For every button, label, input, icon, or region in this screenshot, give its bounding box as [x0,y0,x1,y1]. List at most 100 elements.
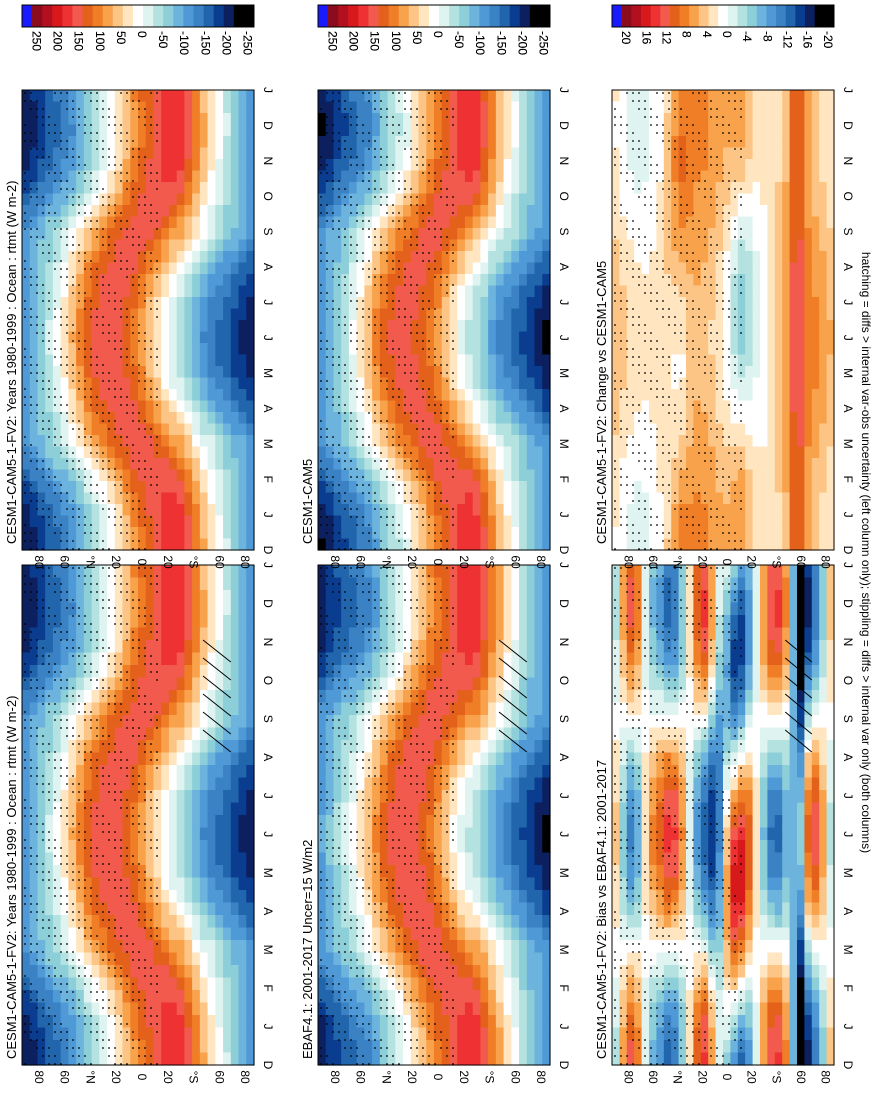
stipple-dots [320,567,454,1065]
stipple-dots [24,567,158,1065]
colorbar-tick-label: -50 [452,31,466,49]
lat-tick-label: °N [83,1070,97,1083]
month-tick-label: J [261,335,275,341]
lat-tick-label: 0 [431,1074,445,1081]
month-tick-label: A [261,263,275,271]
colorbar-tick-label: 250 [30,31,44,51]
plot-frame [611,89,835,551]
lat-tick-label: 0 [720,1074,734,1081]
colorbar-tick-label: -8 [760,31,774,42]
stipple-dots [614,567,742,1065]
figure-caption: hatching = diffs > internal var-obs unce… [859,251,873,854]
panel-title: CESM1-CAM5-1-FV2: Bias vs EBAF4.1: 2001-… [594,760,609,1059]
colorbar-tick-label: -250 [241,31,255,55]
lat-tick-label: 20 [457,555,471,569]
colorbar-tick-label: 200 [347,31,361,51]
colorbar-tick-label: 100 [389,31,403,51]
panel-p5: 80 60 °N 20 0 20 °S 60 80DJFMAMJJASONDJCESM1-CAM… [594,4,855,1084]
month-tick-label: D [261,599,275,608]
colorbar-tick-label: -150 [198,31,212,55]
month-tick-label: D [557,121,571,130]
month-tick-label: F [557,476,571,483]
lat-tick-label: 60 [212,1070,226,1084]
colorbar-tick-label: 8 [680,31,694,38]
month-tick-label: F [261,984,275,991]
lat-tick-label: 60 [646,555,660,569]
colorbar-tick-label: -16 [801,31,815,49]
colorbar: 250 200 150 100 50 0 -50 -100 -150 -200 -250 [317,4,551,55]
colorbar-tick-label: 100 [93,31,107,51]
lat-tick-label: °S [187,556,201,569]
month-tick-label: O [557,192,571,201]
colorbar-tick-label: 50 [114,31,128,45]
colorbar-tick-label: 200 [51,31,65,51]
colorbar-tick-label: -8 [760,31,774,42]
colorbar-frame [21,4,255,28]
month-tick-label: A [841,404,855,412]
month-tick-label: D [261,546,275,555]
lat-tick-label: 60 [646,1070,660,1084]
panel-title: CESM1-CAM5-1-FV2: Years 1980-1999 : Ocea… [4,181,19,544]
month-tick-label: S [841,715,855,723]
colorbar-tick-label: 4 [700,31,714,38]
colorbar-tick-label: 0 [135,31,149,38]
month-tick-label: D [557,1061,571,1070]
month-tick-label: J [261,512,275,518]
colorbar-tick-label: 16 [639,31,653,45]
stipple-dots [614,92,742,550]
panel-p4: 80 60 °N 20 0 20 °S 60 80DJFMAMJJASONDJCESM1-CAM… [300,4,571,569]
lat-tick-label: °N [379,555,393,568]
colorbar-tick-label: 12 [660,31,674,45]
heatmap-cells [612,565,835,1066]
lat-tick-label: 80 [819,1070,833,1084]
lat-tick-label: 60 [212,555,226,569]
month-tick-label: S [557,715,571,723]
month-tick-label: F [261,476,275,483]
month-tick-label: D [841,599,855,608]
colorbar-tick-label: 16 [639,31,653,45]
colorbar-tick-label: 20 [619,31,633,45]
colorbar-tick-label: -50 [156,31,170,49]
month-tick-label: D [261,121,275,130]
month-tick-label: F [841,476,855,483]
lat-tick-label: 80 [819,555,833,569]
plot-frame [611,564,835,1066]
month-tick-label: D [261,1061,275,1070]
panel-title: CESM1-CAM5 [300,459,315,544]
colorbar-tick-label: 250 [326,31,340,51]
heatmap-cells [318,90,551,551]
month-tick-label: M [841,945,855,955]
lat-tick-label: 60 [508,1070,522,1084]
month-tick-label: M [261,945,275,955]
colorbar-tick-label: -250 [537,31,551,55]
colorbar-tick-label: -100 [473,31,487,55]
lat-tick-label: 0 [720,559,734,566]
hatch-lines [202,639,232,753]
colorbar-tick-label: 50 [114,31,128,45]
lat-tick-label: 80 [238,1070,252,1084]
month-tick-label: S [557,227,571,235]
month-tick-label: N [841,156,855,165]
colorbar-tick-label: -150 [494,31,508,55]
colorbar-tick-label: 250 [326,31,340,51]
month-tick-label: J [841,299,855,305]
colorbar-tick-label: 150 [72,31,86,51]
month-tick-label: J [557,831,571,837]
colorbar-tick-label: 12 [660,31,674,45]
lat-tick-label: 20 [695,1070,709,1084]
month-tick-label: A [261,907,275,915]
month-tick-label: J [841,87,855,93]
colorbar-tick-label: 4 [700,31,714,38]
colorbar-tick-label: -20 [821,31,835,49]
lat-tick-label: °S [187,1071,201,1084]
lat-tick-label: °N [671,555,685,568]
month-tick-label: J [557,335,571,341]
colorbar-tick-label: 150 [368,31,382,51]
month-tick-label: J [557,562,571,568]
heatmap-cells [22,565,255,1066]
colorbar-tick-label: -16 [801,31,815,49]
panel-title: CESM1-CAM5-1-FV2: Years 1980-1999 : Ocea… [4,696,19,1059]
colorbar-tick-label: 0 [720,31,734,38]
month-tick-label: J [841,562,855,568]
